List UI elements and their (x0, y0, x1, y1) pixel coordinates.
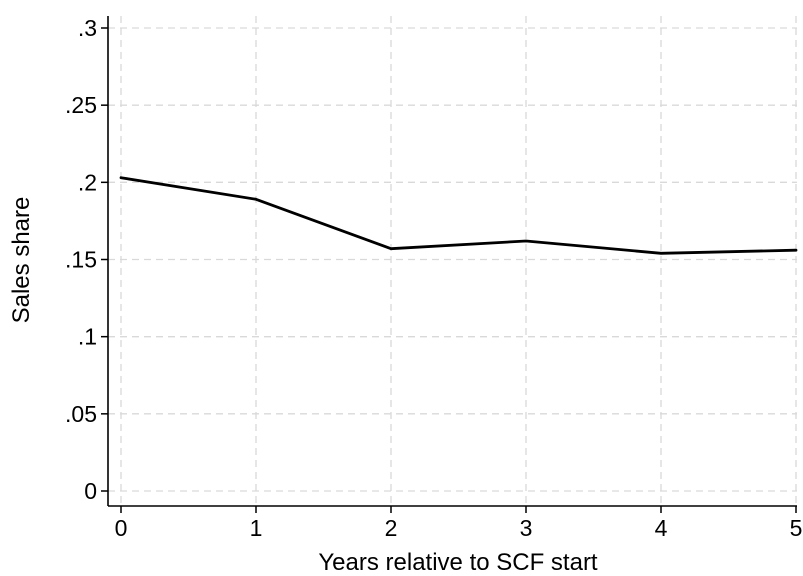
x-tick-label: 1 (250, 515, 263, 541)
x-tick-label: 3 (520, 515, 533, 541)
y-tick-label: .15 (65, 247, 97, 273)
y-tick-label: .2 (78, 169, 97, 195)
x-tick-label: 0 (115, 515, 128, 541)
series-group (119, 176, 798, 255)
x-axis-title: Years relative to SCF start (318, 549, 598, 576)
y-axis-title: Sales share (8, 197, 35, 324)
y-tick-label: .05 (65, 401, 97, 427)
y-tick-label: .3 (78, 15, 97, 41)
x-tick-label: 2 (385, 515, 398, 541)
y-tick-label: .1 (78, 324, 97, 350)
y-tick-label: 0 (84, 478, 97, 504)
x-tick-label: 4 (655, 515, 668, 541)
x-tick-label: 5 (790, 515, 803, 541)
y-tick-label: .25 (65, 92, 97, 118)
grid-lines (108, 16, 797, 506)
series-line (119, 176, 798, 255)
tick-labels: 0 .05 .1 .15 .2 .25 .3 0 1 2 3 4 5 (65, 15, 802, 541)
axes (101, 16, 797, 513)
